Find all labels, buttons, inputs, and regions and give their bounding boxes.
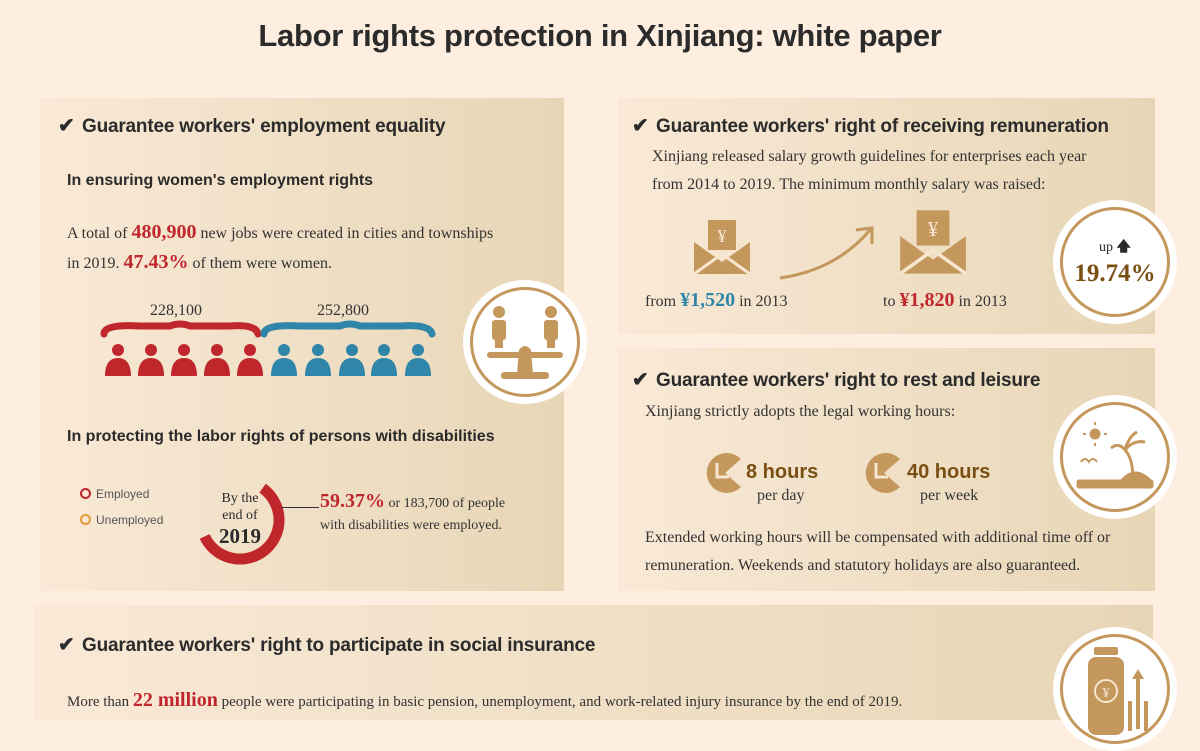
text: to	[883, 293, 900, 310]
text: with disabilities were employed.	[320, 518, 502, 533]
insurance-icon-circle: ¥	[1053, 627, 1177, 751]
man-figure-icon	[405, 344, 431, 376]
man-figure-icon	[305, 344, 331, 376]
check-icon: ✔	[632, 115, 649, 137]
rest-text: Xinjiang strictly adopts the legal worki…	[645, 403, 956, 420]
disabilities-donut	[195, 475, 285, 565]
insurance-value: 22 million	[132, 689, 218, 711]
weekly-hours: 40 hours	[907, 461, 991, 483]
envelope-yuan-icon: ¥	[693, 220, 751, 276]
text: people were participating in basic pensi…	[217, 694, 903, 710]
disabilities-subheading: In protecting the labor rights of person…	[67, 428, 495, 445]
women-count: 228,100	[150, 302, 202, 319]
text: of them were women.	[188, 255, 332, 272]
text: Extended working hours will be compensat…	[645, 529, 1111, 546]
increase-circle: up 🡅 19.74%	[1053, 200, 1177, 324]
heading-text: Guarantee workers' right of receiving re…	[656, 116, 1109, 137]
text: from	[645, 293, 681, 310]
text: in 2019.	[67, 255, 124, 272]
woman-figure-icon	[237, 344, 263, 376]
daily-hours: 8 hours	[746, 461, 819, 483]
svg-text:¥: ¥	[928, 217, 939, 241]
remuneration-text: Xinjiang released salary growth guidelin…	[652, 143, 1087, 199]
insurance-panel	[35, 605, 1153, 720]
envelope-yuan-icon: ¥	[899, 210, 967, 276]
men-count: 252,800	[317, 302, 369, 319]
legend-label: Unemployed	[96, 513, 164, 527]
to-value: ¥1,820	[899, 289, 955, 311]
clock-icon	[865, 453, 900, 493]
man-figure-icon	[339, 344, 365, 376]
text: remuneration. Weekends and statutory hol…	[645, 557, 1081, 574]
weekly-unit: per week	[920, 487, 979, 504]
legend-unemployed: Unemployed	[80, 513, 163, 527]
text: up	[1099, 240, 1114, 255]
svg-text:¥: ¥	[718, 226, 727, 246]
men-brace	[260, 320, 436, 338]
text: end of	[222, 508, 258, 523]
donut-legend: Employed Unemployed	[80, 487, 163, 527]
rest-heading: ✔ Guarantee workers' right to rest and le…	[632, 367, 1040, 392]
equality-icon-circle	[463, 280, 587, 404]
balance-scale-people-icon	[487, 306, 563, 379]
daily-unit: per day	[757, 487, 805, 504]
check-icon: ✔	[632, 369, 649, 391]
women-subheading: In ensuring women's employment rights	[67, 172, 374, 189]
connector-line	[281, 507, 319, 508]
text: in 2013	[735, 293, 788, 310]
legend-label: Employed	[96, 487, 150, 501]
women-jobs-text: A total of 480,900 new jobs were created…	[67, 218, 493, 278]
insurance-text: More than 22 million people were partici…	[67, 686, 902, 716]
growth-arrow-icon	[779, 226, 874, 280]
people-figure	[100, 320, 436, 376]
text: new jobs were created in cities and town…	[196, 225, 494, 242]
up-label: up 🡅	[1099, 236, 1131, 260]
text: or 183,700 of people	[385, 496, 506, 511]
yuan-jar-growth-icon: ¥	[1088, 647, 1148, 735]
year: 2019	[219, 524, 261, 548]
woman-figure-icon	[138, 344, 164, 376]
beach-icon	[1076, 422, 1154, 489]
salary-from: from ¥1,520 in 2013	[645, 286, 788, 316]
woman-figure-icon	[105, 344, 131, 376]
women-brace	[100, 320, 262, 338]
woman-figure-icon	[204, 344, 230, 376]
woman-figure-icon	[171, 344, 197, 376]
heading-text: Guarantee workers' right to participate …	[82, 635, 596, 656]
text: Xinjiang released salary growth guidelin…	[652, 148, 1087, 165]
man-figure-icon	[371, 344, 397, 376]
svg-text:¥: ¥	[1103, 686, 1110, 701]
check-icon: ✔	[58, 115, 75, 137]
women-percent: 47.43%	[123, 251, 189, 273]
insurance-heading: ✔ Guarantee workers' right to participate…	[58, 632, 595, 657]
heading-text: Guarantee workers' right to rest and lei…	[656, 370, 1041, 391]
salary-to: to ¥1,820 in 2013	[883, 286, 1007, 316]
rest-note: Extended working hours will be compensat…	[645, 524, 1110, 580]
remuneration-heading: ✔ Guarantee workers' right of receiving r…	[632, 113, 1109, 138]
employment-heading: ✔ Guarantee workers' employment equality	[58, 113, 446, 138]
employed-text: 59.37% or 183,700 of people with disabil…	[320, 490, 505, 537]
donut-employed-segment	[195, 475, 285, 565]
check-icon: ✔	[58, 634, 75, 656]
legend-employed: Employed	[80, 487, 163, 501]
text: from 2014 to 2019. The minimum monthly s…	[652, 176, 1046, 193]
man-figure-icon	[271, 344, 297, 376]
jobs-value: 480,900	[131, 221, 197, 243]
text: in 2013	[954, 293, 1007, 310]
heading-text: Guarantee workers' employment equality	[82, 116, 446, 137]
from-value: ¥1,520	[680, 289, 736, 311]
employed-percent: 59.37%	[320, 490, 385, 512]
clock-icon	[706, 453, 741, 493]
text: More than	[67, 694, 133, 710]
text: By the	[221, 491, 259, 506]
beach-icon-circle	[1053, 395, 1177, 519]
donut-label: By the end of 2019	[200, 490, 280, 548]
up-arrow-icon: 🡅	[1116, 240, 1131, 255]
text: A total of	[67, 225, 132, 242]
increase-value: 19.74%	[1074, 260, 1156, 287]
page-title: Labor rights protection in Xinjiang: whi…	[258, 18, 942, 53]
